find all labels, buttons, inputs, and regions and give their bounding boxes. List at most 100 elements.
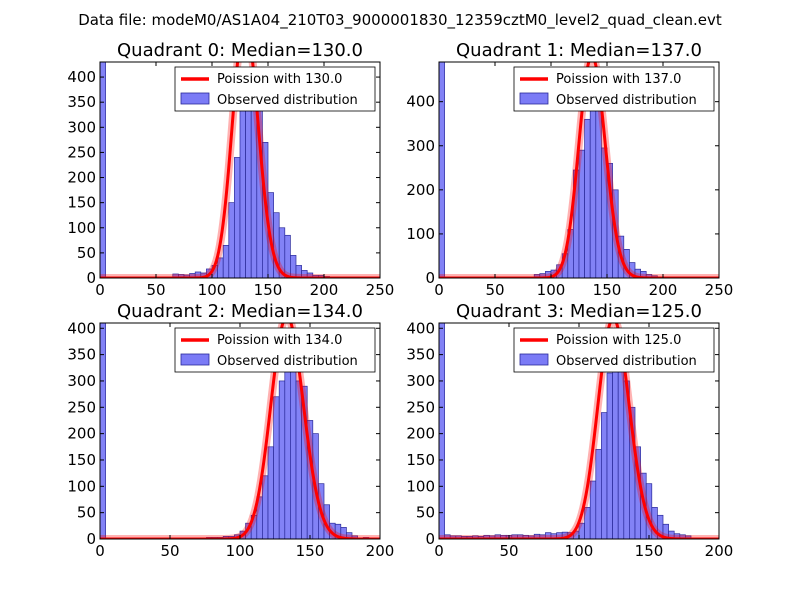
x-tick-label: 50: [160, 542, 179, 560]
x-tick-label: 0: [95, 542, 105, 560]
y-tick-label: 100: [406, 477, 435, 495]
histogram-bar: [228, 202, 235, 278]
histogram-bar: [234, 157, 241, 278]
histogram-bar: [222, 244, 230, 278]
subplots: 0 50 100 150 200 250 0 50 100 150 200 250 300 350 400 Q…: [67, 40, 733, 560]
axes-frame: [438, 61, 720, 279]
y-tick-label: 150: [406, 451, 435, 469]
y-tick-label: 0: [425, 269, 435, 287]
x-tick-label: 50: [499, 542, 518, 560]
subplot-2: 0 50 100 150 200 0 50 100 150 200 250 300 350 400 Quad…: [67, 301, 394, 560]
y-tick-label: 400: [406, 93, 435, 111]
x-tick-label: 0: [95, 281, 105, 299]
histogram-bar: [606, 372, 613, 539]
subplot-title: Quadrant 2: Median=134.0: [117, 301, 363, 322]
histogram-bar: [290, 354, 297, 539]
x-tick-label: 100: [537, 281, 566, 299]
y-tick-label: 250: [67, 143, 96, 161]
x-tick-label: 150: [296, 542, 325, 560]
y-tick-label: 50: [77, 244, 96, 262]
y-tick-label: 250: [67, 398, 96, 416]
histogram-bar: [685, 535, 692, 539]
x-tick-label: 200: [310, 281, 339, 299]
histogram-bar: [589, 83, 597, 278]
y-tick-label: 200: [406, 425, 435, 443]
x-tick-label: 200: [366, 542, 395, 560]
legend-hist-swatch: [519, 353, 549, 366]
histogram-bar: [589, 480, 597, 539]
histogram-bar: [267, 446, 274, 539]
histogram-bar: [439, 62, 445, 278]
legend-poisson-label: Poission with 130.0: [217, 72, 342, 87]
legend-hist-label: Observed distribution: [217, 93, 358, 108]
y-tick-label: 350: [67, 93, 96, 111]
poisson-curve: [439, 62, 719, 278]
y-tick-label: 50: [416, 504, 435, 522]
x-tick-label: 100: [565, 542, 594, 560]
x-tick-label: 250: [366, 281, 395, 299]
x-tick-label: 0: [434, 281, 444, 299]
legend-hist-label: Observed distribution: [556, 93, 697, 108]
histogram-bar: [617, 364, 625, 539]
x-tick-label: 0: [434, 542, 444, 560]
histogram-bar: [100, 62, 106, 278]
histogram-bar: [439, 323, 445, 539]
y-tick-label: 200: [406, 181, 435, 199]
subplot-1: 0 50 100 150 200 250 0 100 200 300 400 Quadrant 1: …: [406, 40, 733, 299]
legend-poisson-label: Poission with 137.0: [556, 72, 681, 87]
subplot-title: Quadrant 1: Median=137.0: [456, 40, 702, 61]
histogram-bar: [595, 449, 602, 539]
legend-hist-swatch: [519, 92, 549, 105]
y-tick-label: 150: [67, 451, 96, 469]
histogram-bar: [284, 343, 291, 539]
y-tick-label: 300: [406, 372, 435, 390]
y-tick-label: 100: [67, 219, 96, 237]
x-tick-label: 100: [226, 542, 255, 560]
legend-hist-label: Observed distribution: [556, 354, 697, 369]
y-tick-label: 0: [86, 269, 96, 287]
legend: Poission with 130.0 Observed distribution: [174, 66, 376, 112]
legend-poisson-label: Poission with 134.0: [217, 333, 342, 348]
subplot-3: 0 50 100 150 200 0 50 100 150 200 250 300 350 400 Quad…: [406, 301, 733, 560]
figure-title: Data file: modeM0/AS1A04_210T03_90000018…: [78, 11, 722, 30]
histogram-bar: [245, 91, 252, 278]
y-tick-label: 300: [406, 137, 435, 155]
y-tick-label: 400: [406, 319, 435, 337]
x-tick-label: 150: [254, 281, 283, 299]
y-tick-label: 250: [406, 398, 435, 416]
plot-area: [439, 62, 719, 278]
y-tick-label: 200: [67, 425, 96, 443]
y-tick-label: 300: [67, 118, 96, 136]
legend-hist-swatch: [180, 353, 210, 366]
histogram-bar: [278, 380, 286, 539]
subplot-title: Quadrant 3: Median=125.0: [456, 301, 702, 322]
legend: Poission with 125.0 Observed distribution: [513, 327, 715, 373]
y-tick-label: 150: [67, 194, 96, 212]
y-tick-label: 400: [67, 319, 96, 337]
histogram-bar: [584, 118, 591, 278]
y-tick-label: 100: [406, 225, 435, 243]
x-tick-label: 100: [198, 281, 227, 299]
axes-frame: [99, 61, 381, 279]
y-tick-label: 100: [67, 477, 96, 495]
x-tick-label: 250: [705, 281, 734, 299]
x-tick-label: 200: [649, 281, 678, 299]
x-tick-label: 50: [485, 281, 504, 299]
legend: Poission with 137.0 Observed distribution: [513, 66, 715, 112]
y-tick-label: 300: [67, 372, 96, 390]
x-tick-label: 50: [146, 281, 165, 299]
y-tick-label: 350: [406, 346, 435, 364]
histogram-bar: [601, 412, 608, 539]
legend-poisson-label: Poission with 125.0: [556, 333, 681, 348]
y-tick-label: 0: [425, 530, 435, 548]
y-tick-label: 200: [67, 169, 96, 187]
x-tick-label: 150: [593, 281, 622, 299]
x-tick-label: 150: [635, 542, 664, 560]
subplot-0: 0 50 100 150 200 250 0 50 100 150 200 250 300 350 400 Q…: [67, 40, 395, 299]
y-tick-label: 350: [67, 346, 96, 364]
histogram-bar: [239, 104, 246, 278]
legend-hist-swatch: [180, 92, 210, 105]
y-tick-label: 50: [77, 504, 96, 522]
legend: Poission with 134.0 Observed distribution: [174, 327, 376, 373]
